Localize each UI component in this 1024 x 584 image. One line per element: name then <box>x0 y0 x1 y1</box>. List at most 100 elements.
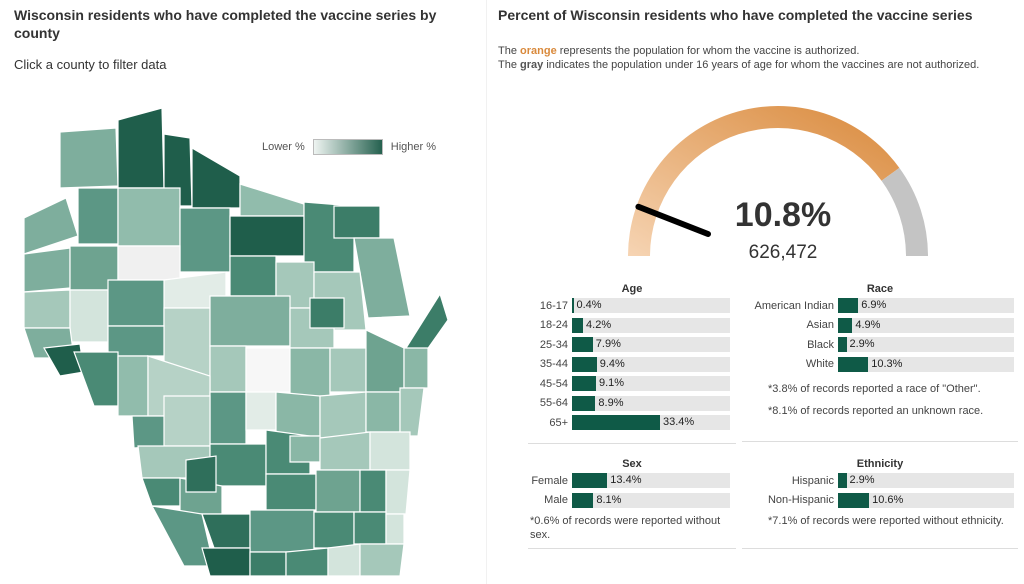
county-sauk-small[interactable] <box>185 455 217 493</box>
county-kewaunee[interactable] <box>403 347 429 389</box>
age-bar <box>572 356 597 372</box>
county-vilas[interactable] <box>239 183 305 217</box>
age-row[interactable]: 45-54 9.1% <box>528 374 736 394</box>
gauge-percent: 10.8% <box>734 196 832 234</box>
county-dunn[interactable] <box>69 289 109 343</box>
county-rock[interactable] <box>285 547 329 577</box>
county-ozaukee[interactable] <box>385 469 411 515</box>
sex-row[interactable]: Male 8.1% <box>528 491 736 511</box>
county-milwaukee[interactable] <box>385 513 405 545</box>
county-racine-kenosha[interactable] <box>359 543 405 577</box>
ethnicity-bar <box>838 473 847 489</box>
age-row[interactable]: 16-17 0.4% <box>528 296 736 316</box>
age-track: 33.4% <box>572 415 730 431</box>
county-crawford[interactable] <box>141 477 181 507</box>
county-lincoln[interactable] <box>229 255 277 297</box>
legend-high-label: Higher % <box>390 141 437 153</box>
county-waukesha[interactable] <box>353 511 387 545</box>
county-sawyer[interactable] <box>117 187 181 247</box>
county-price[interactable] <box>179 207 231 273</box>
county-douglas[interactable] <box>59 127 119 189</box>
county-columbia[interactable] <box>265 473 317 511</box>
county-map-svg[interactable] <box>14 86 476 580</box>
gauge-note: The orange represents the population for… <box>498 44 998 72</box>
county-portage[interactable] <box>245 347 291 393</box>
county-calumet[interactable] <box>365 391 401 433</box>
county-waushara[interactable] <box>275 391 321 437</box>
sex-track: 8.1% <box>572 492 730 508</box>
summary-title: Percent of Wisconsin residents who have … <box>498 7 973 23</box>
county-sheboygan[interactable] <box>369 431 411 471</box>
county-adams[interactable] <box>245 391 277 431</box>
age-row[interactable]: 18-24 4.2% <box>528 316 736 336</box>
ethnicity-rows: Hispanic 2.9% Non-Hispanic 10.6% <box>742 471 1018 510</box>
race-label: Asian <box>806 319 834 332</box>
county-lafayette[interactable] <box>201 547 251 577</box>
county-oneida[interactable] <box>229 215 305 257</box>
ethnicity-title: Ethnicity <box>856 458 904 470</box>
county-washington[interactable] <box>359 469 387 513</box>
county-polk[interactable] <box>23 247 71 293</box>
age-row[interactable]: 25-34 7.9% <box>528 335 736 355</box>
county-manitowoc[interactable] <box>399 387 425 437</box>
county-rusk[interactable] <box>117 245 181 281</box>
race-row[interactable]: Asian 4.9% <box>742 316 1018 336</box>
county-chippewa[interactable] <box>107 279 165 327</box>
race-label: White <box>805 358 834 371</box>
county-dane[interactable] <box>249 509 315 553</box>
county-trempealeau[interactable] <box>117 355 149 417</box>
county-iron[interactable] <box>191 146 241 209</box>
sex-row[interactable]: Female 13.4% <box>528 471 736 491</box>
county-buffalo[interactable] <box>73 351 119 407</box>
county-greenlake[interactable] <box>289 435 321 463</box>
age-row[interactable]: 65+ 33.4% <box>528 413 736 433</box>
age-bar <box>572 337 593 353</box>
county-marinette[interactable] <box>353 237 411 319</box>
age-value: 0.4% <box>576 299 602 312</box>
age-row[interactable]: 35-44 9.4% <box>528 355 736 375</box>
county-stcroix[interactable] <box>23 289 71 329</box>
race-value: 6.9% <box>861 299 887 312</box>
race-footnote-unknown: *8.1% of records reported an unknown rac… <box>768 405 984 417</box>
sex-panel: Sex Female 13.4% Male 8.1% *0.6% of records… <box>528 457 736 549</box>
county-fonddulac[interactable] <box>319 431 371 471</box>
county-walworth[interactable] <box>327 543 361 577</box>
county-menominee[interactable] <box>309 297 345 329</box>
county-eauclaire[interactable] <box>107 325 165 357</box>
ethnicity-row[interactable]: Hispanic 2.9% <box>742 471 1018 491</box>
county-florence[interactable] <box>333 205 381 239</box>
age-label: 16-17 <box>539 299 568 312</box>
county-dodge[interactable] <box>315 469 361 513</box>
county-lacrosse[interactable] <box>131 415 167 449</box>
sex-label: Male <box>544 494 568 507</box>
race-row[interactable]: White 10.3% <box>742 355 1018 375</box>
county-monroe[interactable] <box>163 395 211 447</box>
county-winnebago[interactable] <box>319 391 367 439</box>
county-juneau[interactable] <box>209 391 247 445</box>
county-brown[interactable] <box>365 329 405 393</box>
county-wood[interactable] <box>209 345 247 393</box>
county-marathon[interactable] <box>209 295 291 347</box>
county-jefferson[interactable] <box>313 511 355 549</box>
county-door[interactable] <box>405 292 449 355</box>
county-bayfield[interactable] <box>117 107 165 189</box>
age-row[interactable]: 55-64 8.9% <box>528 394 736 414</box>
race-row[interactable]: Black 2.9% <box>742 335 1018 355</box>
race-row[interactable]: American Indian 6.9% <box>742 296 1018 316</box>
legend-gradient <box>312 139 383 155</box>
gauge-count: 626,472 <box>748 242 818 263</box>
age-label: 65+ <box>549 416 568 429</box>
age-value: 9.4% <box>599 357 625 370</box>
county-outagamie[interactable] <box>329 347 367 393</box>
county-waupaca[interactable] <box>289 347 331 397</box>
ethnicity-row[interactable]: Non-Hispanic 10.6% <box>742 491 1018 511</box>
race-value: 4.9% <box>855 318 881 331</box>
county-sauk[interactable] <box>209 443 267 487</box>
race-track: 6.9% <box>838 298 1014 314</box>
race-label: American Indian <box>754 299 835 312</box>
age-panel: Age 16-17 0.4% 18-24 4.2% 25-34 7.9% 35-44 9.4%… <box>528 282 736 444</box>
map-legend: Lower % Higher % <box>262 139 436 155</box>
county-green[interactable] <box>249 551 287 577</box>
wisconsin-county-map[interactable] <box>14 86 476 580</box>
county-washburn[interactable] <box>77 187 119 245</box>
